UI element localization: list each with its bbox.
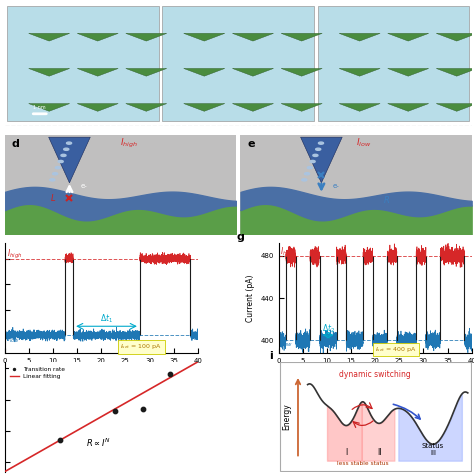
FancyBboxPatch shape [7,6,159,121]
Text: e-: e- [81,183,88,189]
Polygon shape [281,68,322,76]
Point [56,437,64,444]
Polygon shape [301,137,342,183]
Polygon shape [28,33,70,41]
Polygon shape [232,33,273,41]
Circle shape [302,179,307,181]
Text: $R \propto I^N$: $R \propto I^N$ [86,437,110,449]
Circle shape [304,173,310,175]
Circle shape [313,155,318,156]
Text: less stable status: less stable status [337,461,388,466]
Text: R: R [384,196,390,205]
Text: $I_{set}$ = 100 pA: $I_{set}$ = 100 pA [120,342,163,351]
Circle shape [53,173,58,175]
Polygon shape [388,68,428,76]
Polygon shape [184,33,225,41]
Text: e-: e- [333,183,340,189]
Polygon shape [232,68,273,76]
Text: Status
III: Status III [422,443,444,456]
Polygon shape [281,33,322,41]
Polygon shape [126,33,167,41]
Text: d: d [12,139,19,149]
Text: Energy: Energy [282,403,291,430]
Text: $I_{set}$ = 400 pA: $I_{set}$ = 400 pA [375,345,417,354]
Text: 1 nm: 1 nm [34,105,46,110]
Polygon shape [184,68,225,76]
Circle shape [64,148,69,150]
Polygon shape [77,33,118,41]
Text: $I_{low}$: $I_{low}$ [280,337,293,349]
FancyBboxPatch shape [162,6,314,121]
Polygon shape [436,68,474,76]
Text: $I_{high}$: $I_{high}$ [120,137,138,150]
Polygon shape [436,104,474,111]
Circle shape [319,142,324,144]
Legend: Transition rate, Linear fitting: Transition rate, Linear fitting [8,365,68,382]
Text: $I_{high}$: $I_{high}$ [280,246,295,259]
Polygon shape [184,103,225,111]
Polygon shape [388,33,428,41]
Polygon shape [388,104,428,111]
Text: dynamic switching: dynamic switching [339,370,411,379]
Text: $\Delta t_1$: $\Delta t_1$ [100,313,113,326]
Polygon shape [126,104,167,111]
Circle shape [50,179,55,181]
Circle shape [316,148,321,150]
FancyBboxPatch shape [318,6,469,121]
Text: $I_{low}$: $I_{low}$ [7,333,20,345]
Polygon shape [339,104,380,111]
Polygon shape [77,68,118,76]
Polygon shape [49,137,90,183]
Circle shape [58,160,63,163]
Circle shape [55,166,61,169]
Text: g: g [236,232,244,242]
Point [166,371,174,378]
Point [111,407,119,414]
Polygon shape [28,104,70,111]
Polygon shape [436,33,474,41]
Text: $I_{low}$: $I_{low}$ [356,136,372,149]
Circle shape [61,155,66,156]
Text: i: i [269,351,273,361]
Text: I: I [345,448,347,457]
FancyBboxPatch shape [280,363,471,471]
Polygon shape [281,103,322,111]
X-axis label: Time (ms): Time (ms) [82,369,120,378]
Text: $\Delta t_2$: $\Delta t_2$ [321,323,335,336]
Polygon shape [126,68,167,76]
Polygon shape [28,68,70,76]
Polygon shape [232,103,273,111]
X-axis label: Time (ms): Time (ms) [356,369,394,378]
Polygon shape [339,33,380,41]
Point [139,405,146,413]
Polygon shape [339,68,380,76]
Polygon shape [77,104,118,111]
Circle shape [310,160,315,163]
Text: e: e [247,139,255,149]
Circle shape [66,142,72,144]
Circle shape [307,166,312,169]
Text: $I_{high}$: $I_{high}$ [7,248,23,261]
Y-axis label: Current (pA): Current (pA) [246,274,255,322]
Text: L: L [51,194,55,203]
Text: II: II [377,448,381,457]
